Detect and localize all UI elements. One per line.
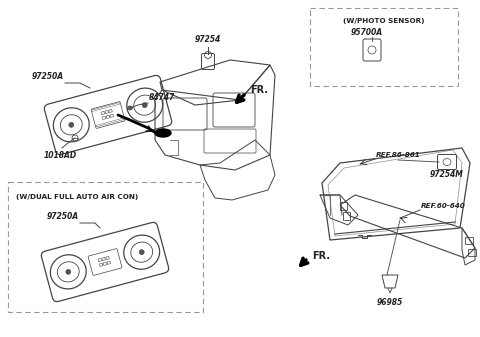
Bar: [102, 257, 106, 261]
Text: 95700A: 95700A: [351, 28, 383, 37]
Text: REF.86-861: REF.86-861: [376, 152, 421, 158]
Bar: [99, 263, 103, 267]
Text: 1018AD: 1018AD: [43, 151, 77, 160]
Text: (W/PHOTO SENSOR): (W/PHOTO SENSOR): [343, 18, 425, 24]
Text: REF.60-640: REF.60-640: [421, 203, 466, 209]
Ellipse shape: [128, 106, 132, 110]
Text: 97254: 97254: [195, 35, 221, 44]
Ellipse shape: [139, 250, 144, 255]
Bar: [102, 116, 106, 119]
Bar: [96, 118, 124, 127]
Text: (W/DUAL FULL AUTO AIR CON): (W/DUAL FULL AUTO AIR CON): [16, 194, 138, 200]
Text: FR.: FR.: [250, 85, 268, 95]
Bar: [110, 114, 114, 117]
Bar: [107, 261, 110, 265]
Ellipse shape: [142, 103, 147, 108]
Bar: [106, 115, 110, 118]
Bar: [109, 110, 112, 113]
Bar: [468, 249, 476, 256]
Bar: [343, 212, 350, 220]
Text: 84747: 84747: [149, 93, 175, 102]
Ellipse shape: [155, 129, 171, 137]
Bar: [98, 258, 102, 262]
Ellipse shape: [69, 122, 74, 127]
Text: 97250A: 97250A: [32, 72, 64, 81]
Bar: [105, 111, 108, 114]
Bar: [340, 202, 347, 210]
Bar: [92, 103, 120, 112]
Text: 96985: 96985: [377, 298, 403, 307]
Ellipse shape: [66, 269, 71, 274]
Text: 97254M: 97254M: [430, 170, 464, 179]
Text: FR.: FR.: [312, 251, 330, 261]
Bar: [465, 237, 473, 244]
Bar: [106, 256, 109, 259]
Text: 97250A: 97250A: [47, 212, 79, 221]
Bar: [101, 112, 105, 115]
Bar: [103, 262, 107, 266]
